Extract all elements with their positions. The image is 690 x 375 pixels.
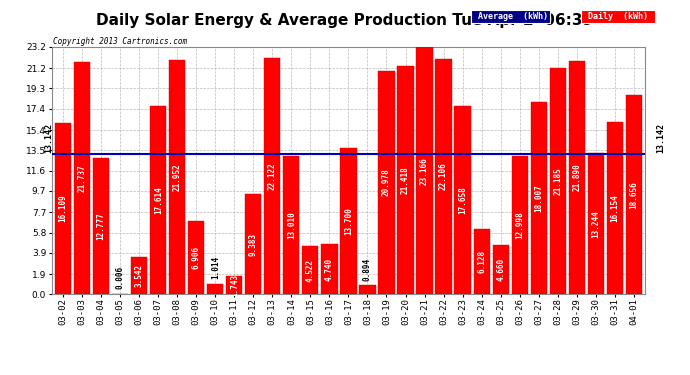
Text: 4.740: 4.740 [325,258,334,280]
Bar [150,106,166,294]
Bar [188,221,204,294]
Text: 4.660: 4.660 [496,258,505,281]
Text: 13.010: 13.010 [287,211,296,239]
Text: 23.166: 23.166 [420,157,429,184]
Text: 22.106: 22.106 [439,163,448,190]
Bar [397,66,413,294]
Bar [302,246,319,294]
Text: 17.614: 17.614 [154,186,163,214]
Text: 13.142: 13.142 [657,123,666,153]
Bar [322,244,337,294]
Bar [473,229,490,294]
Text: 3.542: 3.542 [135,264,144,287]
Text: 13.142: 13.142 [45,123,54,153]
Text: 21.890: 21.890 [572,164,581,192]
Bar [284,156,299,294]
Bar [264,58,280,294]
Text: 22.122: 22.122 [268,162,277,190]
Text: Daily  (kWh): Daily (kWh) [583,12,653,21]
Text: 21.418: 21.418 [401,166,410,194]
Bar [511,156,528,294]
Text: Daily Solar Energy & Average Production Tue Apr 2  06:39: Daily Solar Energy & Average Production … [97,13,593,28]
Text: 0.894: 0.894 [363,258,372,280]
Text: 12.777: 12.777 [97,212,106,240]
Bar [378,70,395,294]
Bar [569,61,584,294]
Text: 18.007: 18.007 [534,184,543,212]
Bar [455,106,471,294]
Bar [74,63,90,294]
Text: 21.737: 21.737 [78,165,87,192]
Bar [607,122,623,294]
Bar [207,284,224,294]
Bar [435,58,452,294]
Bar [340,148,357,294]
Text: 13.700: 13.700 [344,207,353,235]
Text: 1.014: 1.014 [211,256,220,279]
Bar [588,153,604,294]
Bar [93,158,109,294]
Bar [55,123,71,294]
Bar [226,276,242,294]
Text: 16.109: 16.109 [59,195,68,222]
Bar [359,285,375,294]
Text: 9.383: 9.383 [249,233,258,256]
Text: 6.128: 6.128 [477,250,486,273]
Bar [245,194,262,294]
Text: Copyright 2013 Cartronics.com: Copyright 2013 Cartronics.com [53,37,187,46]
Text: 6.906: 6.906 [192,246,201,269]
Bar [626,95,642,294]
Text: 18.656: 18.656 [629,181,638,209]
Bar [169,60,186,294]
Text: 17.658: 17.658 [458,186,467,214]
Bar [131,256,148,294]
Text: Average  (kWh): Average (kWh) [473,12,548,21]
Bar [549,68,566,294]
Bar [417,47,433,294]
Text: 13.244: 13.244 [591,210,600,238]
Text: 0.006: 0.006 [116,266,125,289]
Text: 21.185: 21.185 [553,168,562,195]
Bar [531,102,546,294]
Text: 1.743: 1.743 [230,273,239,297]
Text: 12.998: 12.998 [515,211,524,239]
Text: 21.952: 21.952 [172,164,181,191]
Text: 20.978: 20.978 [382,169,391,196]
Bar [493,244,509,294]
Text: 4.522: 4.522 [306,259,315,282]
Text: 16.154: 16.154 [610,194,619,222]
